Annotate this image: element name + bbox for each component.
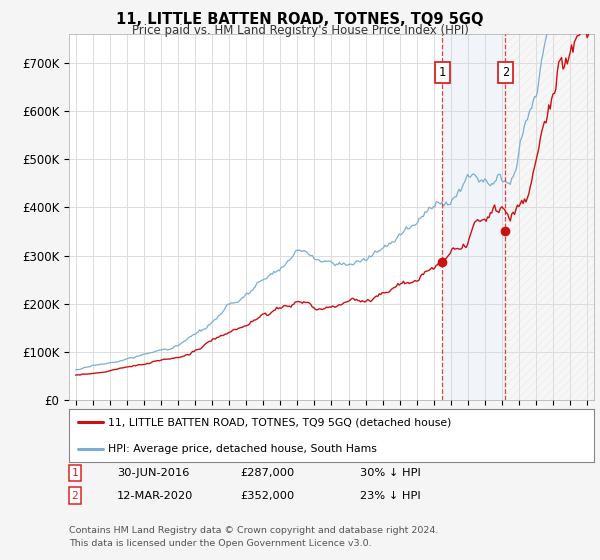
Text: 11, LITTLE BATTEN ROAD, TOTNES, TQ9 5GQ: 11, LITTLE BATTEN ROAD, TOTNES, TQ9 5GQ	[116, 12, 484, 27]
Bar	[505, 34, 600, 400]
Text: 2: 2	[502, 66, 509, 79]
Text: 30% ↓ HPI: 30% ↓ HPI	[360, 468, 421, 478]
Bar	[505, 34, 600, 400]
Text: 12-MAR-2020: 12-MAR-2020	[117, 491, 193, 501]
Text: 30-JUN-2016: 30-JUN-2016	[117, 468, 190, 478]
Bar	[442, 34, 505, 400]
Text: 1: 1	[71, 468, 79, 478]
Text: This data is licensed under the Open Government Licence v3.0.: This data is licensed under the Open Gov…	[69, 539, 371, 548]
Text: 2: 2	[71, 491, 79, 501]
Text: Price paid vs. HM Land Registry's House Price Index (HPI): Price paid vs. HM Land Registry's House …	[131, 24, 469, 36]
Text: 23% ↓ HPI: 23% ↓ HPI	[360, 491, 421, 501]
Text: HPI: Average price, detached house, South Hams: HPI: Average price, detached house, Sout…	[109, 444, 377, 454]
Text: 1: 1	[439, 66, 446, 79]
Text: Contains HM Land Registry data © Crown copyright and database right 2024.: Contains HM Land Registry data © Crown c…	[69, 526, 439, 535]
Text: 11, LITTLE BATTEN ROAD, TOTNES, TQ9 5GQ (detached house): 11, LITTLE BATTEN ROAD, TOTNES, TQ9 5GQ …	[109, 417, 452, 427]
Text: £352,000: £352,000	[240, 491, 294, 501]
Text: £287,000: £287,000	[240, 468, 294, 478]
